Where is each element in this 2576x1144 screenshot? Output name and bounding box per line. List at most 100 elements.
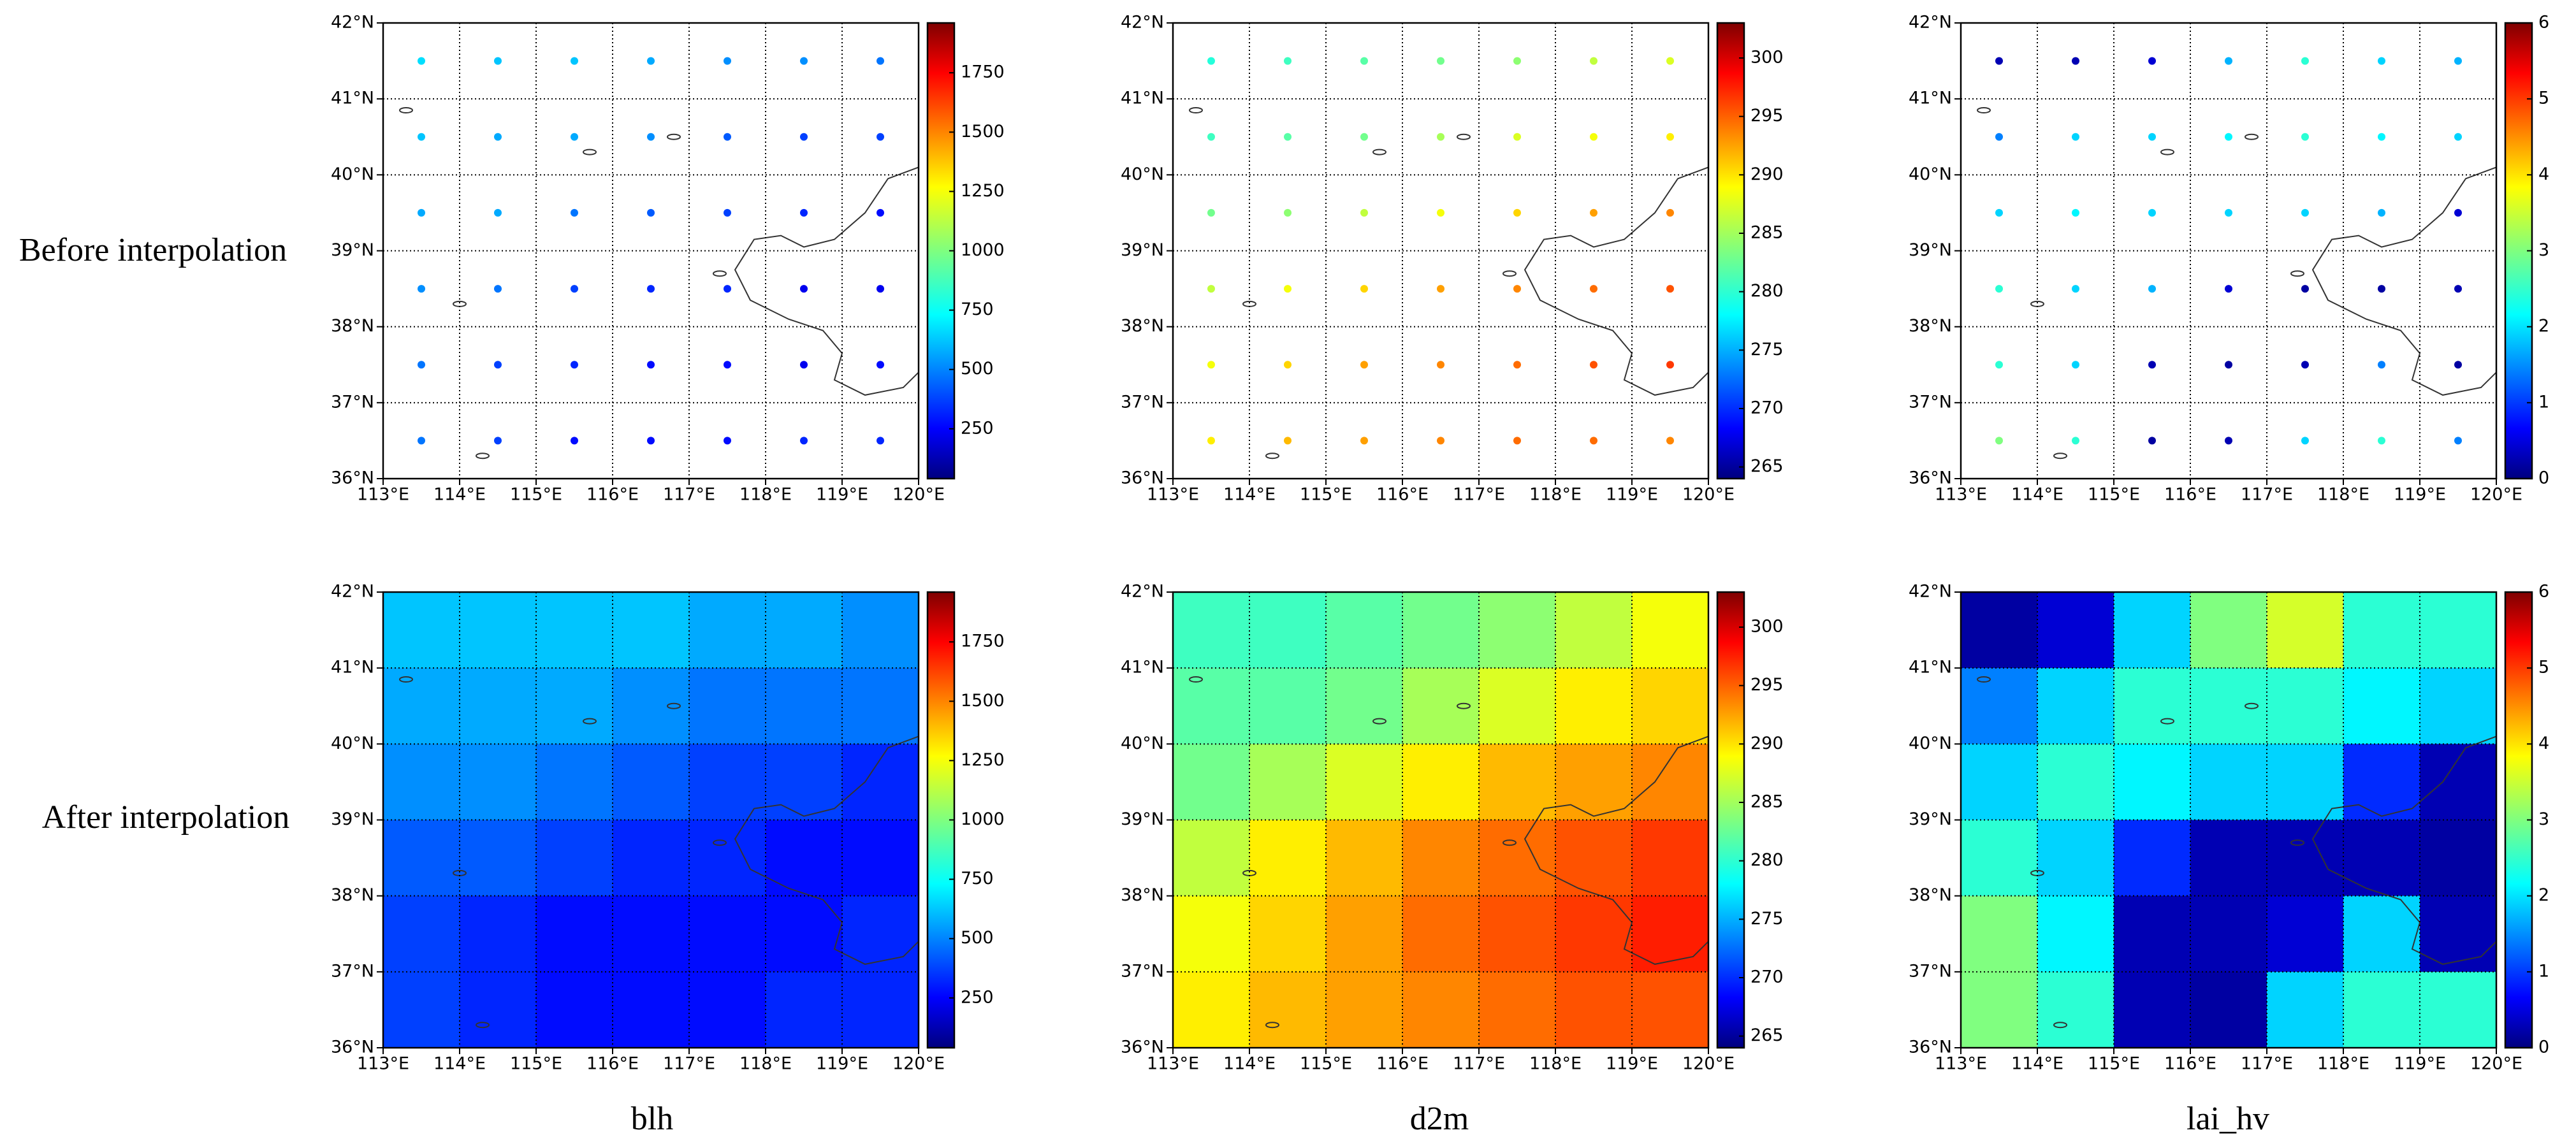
heat-cell bbox=[766, 592, 843, 669]
y-tick-label: 38°N bbox=[1909, 316, 1952, 336]
heat-cell bbox=[460, 895, 537, 973]
data-point bbox=[494, 133, 502, 141]
colorbar-tick-label: 5 bbox=[2538, 89, 2549, 108]
data-point bbox=[1590, 285, 1597, 293]
island bbox=[1457, 702, 1471, 709]
y-tick-label: 36°N bbox=[331, 468, 374, 488]
island bbox=[667, 133, 681, 140]
data-point bbox=[2301, 437, 2309, 445]
heat-cell bbox=[383, 744, 460, 820]
island bbox=[399, 107, 413, 114]
data-point bbox=[2301, 57, 2309, 65]
colorbar-tick-label: 1250 bbox=[961, 750, 1005, 770]
heat-cell bbox=[536, 820, 613, 897]
column-label: lai_hv bbox=[2187, 1101, 2269, 1137]
x-tick-label: 120°E bbox=[1682, 485, 1735, 505]
island bbox=[667, 702, 681, 709]
heat-cell bbox=[1555, 668, 1633, 744]
heat-cell bbox=[1632, 668, 1709, 744]
data-point bbox=[1284, 285, 1292, 293]
y-tick-label: 38°N bbox=[1121, 885, 1164, 905]
heat-cell bbox=[2343, 592, 2420, 669]
y-tick-label: 38°N bbox=[331, 316, 374, 336]
island bbox=[1372, 148, 1386, 156]
heat-cell bbox=[1173, 895, 1250, 973]
heat-cell bbox=[2343, 668, 2420, 744]
data-point bbox=[1360, 57, 1368, 65]
data-point bbox=[1513, 133, 1521, 141]
y-tick-label: 36°N bbox=[1909, 1038, 1952, 1057]
data-point bbox=[647, 208, 655, 217]
heat-cell bbox=[766, 668, 843, 744]
heat-cell bbox=[383, 668, 460, 744]
data-point bbox=[2301, 285, 2309, 293]
colorbar-tick-label: 0 bbox=[2538, 1038, 2549, 1057]
heat-cell bbox=[460, 592, 537, 669]
data-point bbox=[1995, 437, 2003, 445]
heat-cell bbox=[2037, 668, 2114, 744]
y-tick-label: 40°N bbox=[331, 734, 374, 753]
x-tick-label: 118°E bbox=[2317, 485, 2369, 505]
map-panel: 113°E 114°E 115°E 116°E 117°E 118°E 119°E 120°E… bbox=[1121, 13, 1784, 505]
heat-cell bbox=[383, 820, 460, 897]
x-tick-label: 115°E bbox=[2088, 485, 2140, 505]
data-point bbox=[724, 285, 731, 293]
y-tick-label: 36°N bbox=[1121, 1038, 1164, 1057]
data-point bbox=[800, 361, 808, 369]
heat-cell bbox=[842, 592, 919, 669]
y-tick-label: 36°N bbox=[331, 1038, 374, 1057]
heat-cell bbox=[613, 971, 690, 1048]
heat-cell bbox=[1402, 592, 1480, 669]
heat-cell bbox=[1402, 820, 1480, 897]
data-point bbox=[494, 361, 502, 369]
y-tick-label: 36°N bbox=[1909, 468, 1952, 488]
data-point bbox=[1207, 361, 1215, 369]
map-panel: 113°E 114°E 115°E 116°E 117°E 118°E 119°E 120°E… bbox=[1909, 582, 2549, 1074]
heat-cell bbox=[536, 895, 613, 973]
map-panel: 113°E 114°E 115°E 116°E 117°E 118°E 119°E 120°E… bbox=[1909, 13, 2549, 505]
heat-cell bbox=[689, 744, 766, 820]
x-tick-label: 117°E bbox=[1453, 1054, 1505, 1074]
data-point bbox=[647, 133, 655, 141]
heat-cell bbox=[689, 895, 766, 973]
heat-cell bbox=[536, 971, 613, 1048]
coastline bbox=[734, 166, 919, 396]
x-tick-label: 113°E bbox=[1147, 1054, 1199, 1074]
heat-cell bbox=[1479, 668, 1556, 744]
x-tick-label: 119°E bbox=[1606, 1054, 1658, 1074]
heat-cell bbox=[1555, 744, 1633, 820]
data-point bbox=[2454, 208, 2462, 217]
data-point bbox=[571, 285, 578, 293]
heat-cell bbox=[2420, 668, 2497, 744]
data-point bbox=[2148, 285, 2156, 293]
heat-cell bbox=[536, 744, 613, 820]
heat-cell bbox=[1555, 895, 1633, 973]
x-tick-label: 120°E bbox=[892, 485, 945, 505]
data-point bbox=[724, 361, 731, 369]
x-tick-label: 116°E bbox=[586, 1054, 639, 1074]
x-tick-label: 115°E bbox=[1300, 1054, 1352, 1074]
data-point bbox=[2378, 208, 2385, 217]
heat-cell bbox=[1402, 744, 1480, 820]
x-tick-label: 119°E bbox=[816, 1054, 868, 1074]
data-point bbox=[1590, 208, 1597, 217]
y-tick-label: 37°N bbox=[1909, 961, 1952, 981]
data-point bbox=[2148, 208, 2156, 217]
x-tick-label: 114°E bbox=[2011, 1054, 2063, 1074]
y-tick-label: 37°N bbox=[331, 392, 374, 412]
x-tick-label: 119°E bbox=[1606, 485, 1658, 505]
island bbox=[2053, 1022, 2067, 1029]
data-point bbox=[877, 133, 884, 141]
row-label: After interpolation bbox=[42, 799, 289, 836]
heat-cell bbox=[2343, 744, 2420, 820]
island bbox=[2245, 133, 2259, 140]
coastline bbox=[734, 735, 919, 965]
colorbar-tick-label: 6 bbox=[2538, 13, 2549, 33]
heat-cell bbox=[2420, 592, 2497, 669]
heat-cell bbox=[1173, 744, 1250, 820]
colorbar-tick-label: 3 bbox=[2538, 809, 2549, 829]
y-tick-label: 39°N bbox=[1121, 240, 1164, 260]
y-tick-label: 42°N bbox=[1121, 582, 1164, 602]
y-tick-label: 36°N bbox=[1121, 468, 1164, 488]
heat-cell bbox=[2190, 820, 2267, 897]
